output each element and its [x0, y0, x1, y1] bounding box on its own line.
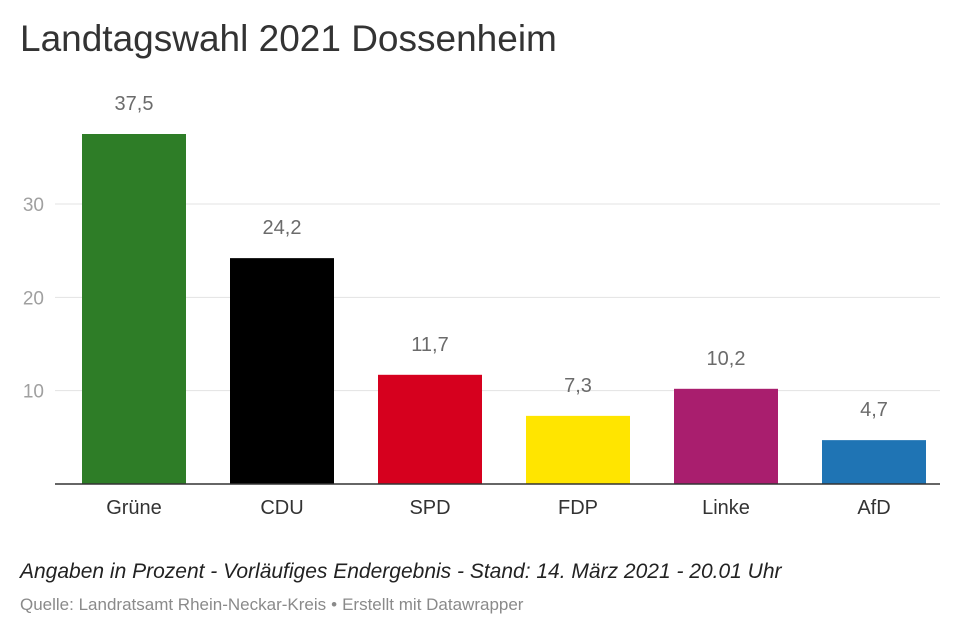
- value-label: 10,2: [707, 348, 746, 370]
- value-labels: 37,5 24,2 11,7 7,3 10,2 4,7: [115, 93, 888, 421]
- x-tick-label: Linke: [702, 497, 750, 519]
- bar-grüne: [82, 134, 186, 484]
- source-text: Quelle: Landratsamt Rhein-Neckar-Kreis: [20, 595, 327, 614]
- value-label: 7,3: [564, 375, 592, 397]
- bar-chart: 10 20 30 37,5 24,2 11,7 7,3 10,2 4,7 Grüne CDU SP…: [23, 93, 940, 519]
- x-tick-label: AfD: [857, 497, 890, 519]
- value-label: 4,7: [860, 399, 888, 421]
- value-label: 37,5: [115, 93, 154, 115]
- source-separator: •: [331, 595, 338, 614]
- bar-cdu: [230, 258, 334, 484]
- y-axis-ticks: 10 20 30: [23, 195, 44, 403]
- x-tick-label: CDU: [260, 497, 303, 519]
- bars: [82, 134, 926, 484]
- value-label: 11,7: [411, 334, 448, 356]
- bar-spd: [378, 374, 482, 484]
- chart-source: Quelle: Landratsamt Rhein-Neckar-Kreis • E…: [20, 595, 523, 615]
- y-tick-label: 30: [23, 195, 44, 216]
- x-tick-label: FDP: [558, 497, 598, 519]
- value-label: 24,2: [263, 217, 302, 239]
- y-tick-label: 10: [23, 382, 44, 403]
- x-tick-label: Grüne: [106, 497, 162, 519]
- bar-afd: [822, 440, 926, 484]
- x-tick-label: SPD: [409, 497, 450, 519]
- bar-linke: [674, 388, 778, 484]
- y-tick-label: 20: [23, 288, 44, 309]
- bar-fdp: [526, 415, 630, 484]
- gridlines: [55, 203, 940, 392]
- x-axis-labels: Grüne CDU SPD FDP Linke AfD: [106, 497, 890, 519]
- credit-link[interactable]: Erstellt mit Datawrapper: [342, 595, 524, 614]
- chart-note: Angaben in Prozent - Vorläufiges Enderge…: [20, 560, 782, 583]
- chart-title: Landtagswahl 2021 Dossenheim: [20, 18, 557, 59]
